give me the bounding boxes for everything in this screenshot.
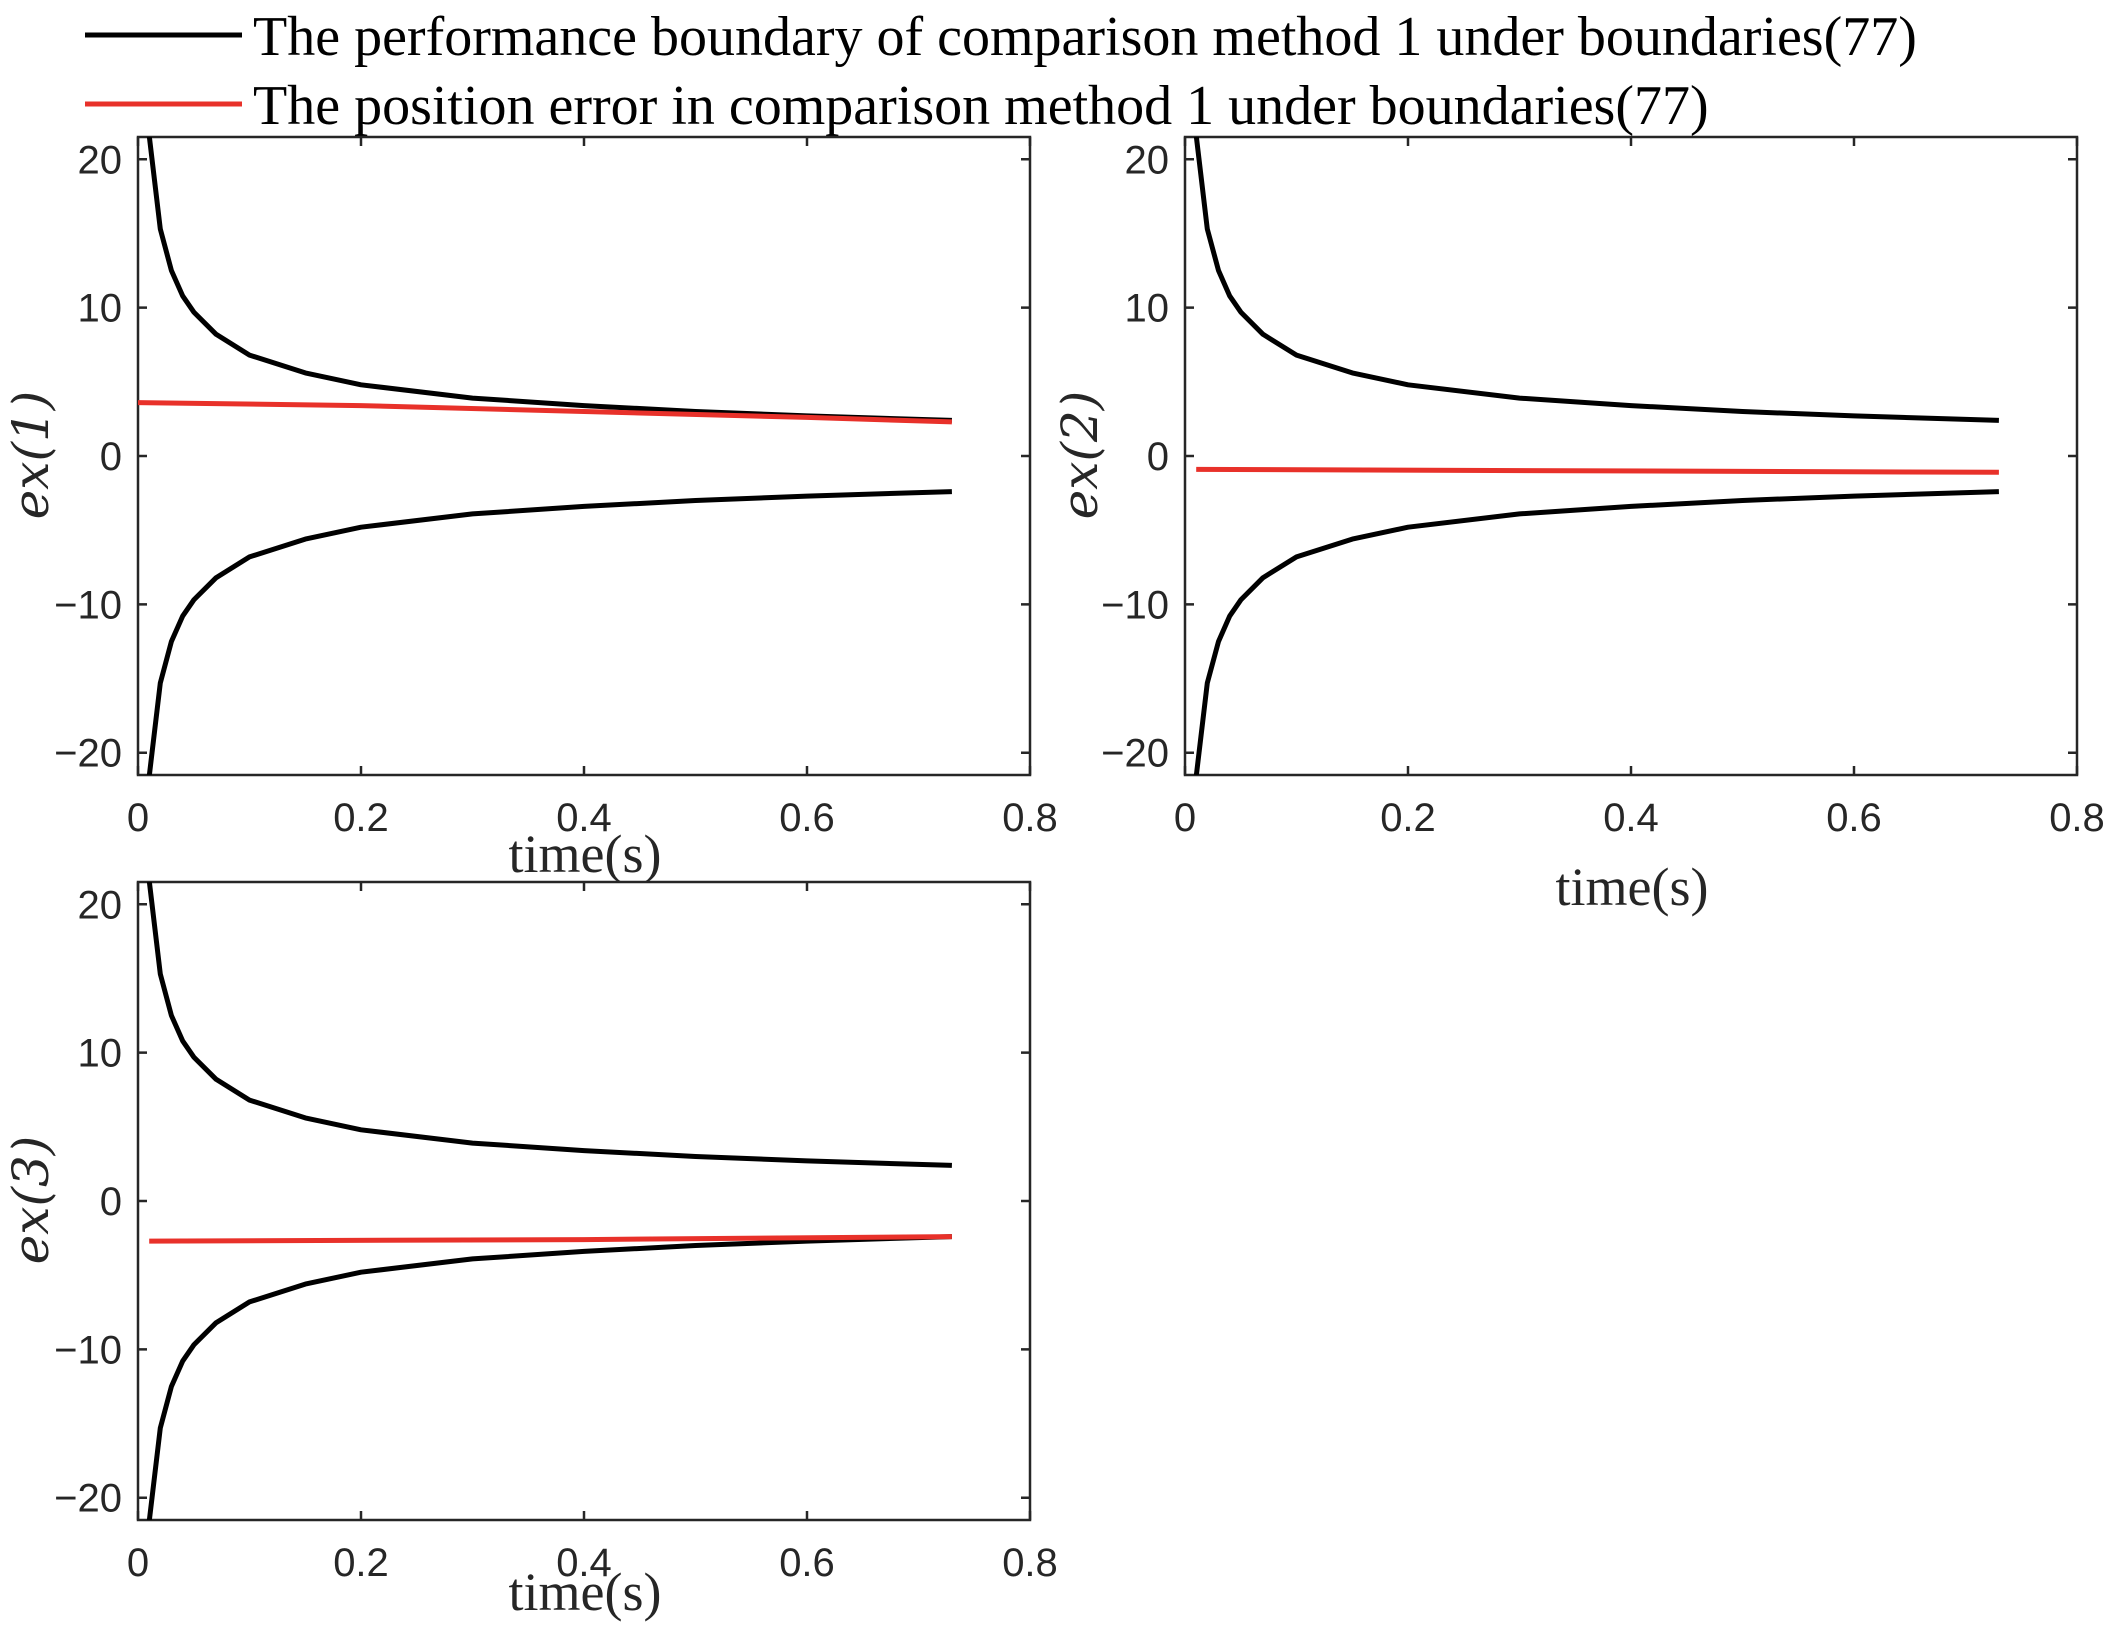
subplot-ex1: 0 0.2 0.4 0.6 0.8 −20 −10 0 10 20 time(s) ex(1) xyxy=(2,135,1058,884)
x-tick-label: 0.6 xyxy=(779,1541,835,1585)
x-tick-label: 0 xyxy=(127,1541,149,1585)
axes-box xyxy=(1183,135,2079,777)
series-lower-boundary xyxy=(1193,489,1999,775)
axes-box xyxy=(136,135,1032,777)
y-tick-label: 0 xyxy=(100,1180,122,1224)
x-tick-label: 0.4 xyxy=(556,796,612,840)
x-tick-label: 0.6 xyxy=(1826,796,1882,840)
y-tick-label: 20 xyxy=(78,138,123,182)
series-lower-boundary xyxy=(146,1234,952,1520)
legend: The performance boundary of comparison m… xyxy=(85,6,1917,137)
y-tick-label: −10 xyxy=(54,1328,122,1372)
x-tick-label: 0 xyxy=(127,796,149,840)
series-lower-boundary xyxy=(146,489,952,775)
series-upper-boundary xyxy=(146,137,952,423)
x-tick-label: 0.4 xyxy=(556,1541,612,1585)
x-tick-label: 0.2 xyxy=(333,796,389,840)
y-axis-label: ex(1) xyxy=(2,391,60,520)
y-tick-label: −20 xyxy=(54,732,122,776)
series-upper-boundary xyxy=(1193,137,1999,423)
subplot-ex3: 0 0.2 0.4 0.6 0.8 −20 −10 0 10 20 time(s) ex(3) xyxy=(2,880,1058,1622)
series-position-error xyxy=(149,1234,952,1244)
y-tick-label: −20 xyxy=(1101,732,1169,776)
y-tick-label: 20 xyxy=(1125,138,1170,182)
x-tick-label: 0.2 xyxy=(333,1541,389,1585)
x-tick-label: 0.8 xyxy=(1002,1541,1058,1585)
y-tick-label: 10 xyxy=(78,1032,123,1076)
x-axis-label: time(s) xyxy=(509,1562,662,1622)
y-tick-label: 0 xyxy=(1147,435,1169,479)
series-position-error xyxy=(138,400,952,425)
subplot-ex2: 0 0.2 0.4 0.6 0.8 −20 −10 0 10 20 time(s) ex(2) xyxy=(1051,135,2105,917)
legend-label-error: The position error in comparison method … xyxy=(253,75,1709,137)
y-tick-label: 10 xyxy=(1125,287,1170,331)
y-tick-label: −20 xyxy=(54,1477,122,1521)
legend-label-boundary: The performance boundary of comparison m… xyxy=(253,6,1917,68)
y-tick-label: −10 xyxy=(1101,583,1169,627)
x-axis-label: time(s) xyxy=(1556,857,1709,917)
series-upper-boundary xyxy=(146,882,952,1168)
y-tick-label: −10 xyxy=(54,583,122,627)
x-tick-label: 0.8 xyxy=(1002,796,1058,840)
y-tick-label: 20 xyxy=(78,883,123,927)
x-tick-label: 0.4 xyxy=(1603,796,1659,840)
series-position-error xyxy=(1196,466,1999,475)
y-axis-label: ex(3) xyxy=(2,1136,60,1265)
y-tick-label: 10 xyxy=(78,287,123,331)
x-tick-label: 0.2 xyxy=(1380,796,1436,840)
x-axis-label: time(s) xyxy=(509,824,662,884)
x-tick-label: 0 xyxy=(1174,796,1196,840)
axes-box xyxy=(136,880,1032,1522)
x-tick-label: 0.8 xyxy=(2049,796,2105,840)
y-axis-label: ex(2) xyxy=(1051,391,1109,520)
y-tick-label: 0 xyxy=(100,435,122,479)
x-tick-label: 0.6 xyxy=(779,796,835,840)
